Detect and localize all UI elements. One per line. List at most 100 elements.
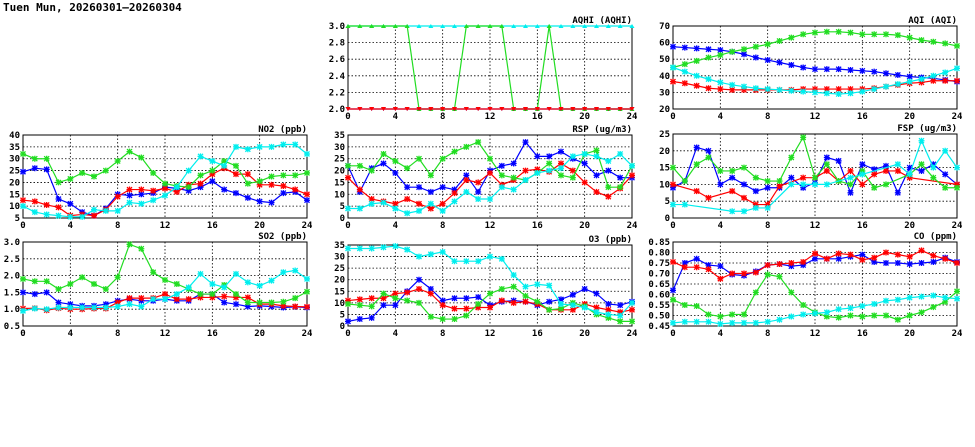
data-point bbox=[233, 171, 239, 178]
data-point bbox=[197, 172, 204, 179]
data-point bbox=[404, 289, 411, 296]
data-point bbox=[835, 250, 842, 257]
data-point bbox=[605, 167, 612, 174]
data-point bbox=[729, 86, 736, 93]
data-point bbox=[717, 320, 724, 327]
data-point bbox=[126, 148, 133, 155]
data-point bbox=[705, 194, 712, 201]
x-tick-label: 24 bbox=[952, 112, 963, 122]
x-tick-label: 20 bbox=[579, 112, 590, 122]
data-point bbox=[594, 24, 599, 28]
data-point bbox=[670, 181, 676, 188]
data-point bbox=[427, 172, 434, 179]
data-point bbox=[67, 304, 74, 311]
data-point bbox=[534, 298, 541, 305]
data-point bbox=[546, 167, 553, 174]
data-point bbox=[20, 168, 26, 175]
data-point bbox=[368, 314, 375, 321]
data-point bbox=[629, 299, 635, 306]
data-point bbox=[487, 290, 493, 297]
data-point bbox=[558, 107, 564, 111]
x-tick-label: 12 bbox=[810, 221, 821, 231]
data-point bbox=[717, 47, 724, 54]
y-tick-label: 5 bbox=[340, 202, 345, 212]
data-point bbox=[823, 161, 830, 168]
y-tick-label: 25 bbox=[659, 130, 670, 140]
y-tick-label: 35 bbox=[334, 241, 345, 251]
chart-fsp: 0 5 10 15 20 25 0 4 8 12 16 20 24 FSP (ug/m3) bbox=[659, 124, 963, 231]
data-point bbox=[31, 155, 38, 162]
data-point bbox=[871, 258, 878, 265]
data-point bbox=[823, 309, 830, 316]
y-tick-label: 1.0 bbox=[4, 305, 20, 315]
data-point bbox=[835, 255, 842, 262]
data-point bbox=[670, 258, 676, 265]
data-point bbox=[717, 167, 724, 174]
data-point bbox=[197, 294, 204, 301]
series-s4 bbox=[20, 267, 310, 314]
data-point bbox=[930, 252, 937, 259]
data-point bbox=[605, 184, 612, 191]
data-point bbox=[859, 171, 866, 178]
data-point bbox=[871, 171, 878, 178]
data-point bbox=[883, 70, 889, 77]
data-point bbox=[522, 292, 529, 299]
data-point bbox=[345, 297, 351, 304]
data-point bbox=[427, 313, 434, 320]
data-point bbox=[617, 312, 624, 319]
data-point bbox=[256, 282, 263, 289]
data-point bbox=[569, 153, 576, 160]
data-point bbox=[729, 167, 736, 174]
data-point bbox=[741, 51, 747, 58]
data-point bbox=[894, 81, 901, 88]
y-tick-label: 15 bbox=[334, 178, 345, 188]
data-point bbox=[451, 295, 458, 302]
data-point bbox=[292, 186, 299, 193]
data-point bbox=[705, 76, 712, 83]
data-point bbox=[416, 207, 422, 214]
data-point bbox=[114, 274, 121, 281]
data-point bbox=[800, 311, 807, 318]
data-point bbox=[717, 263, 724, 270]
data-point bbox=[392, 200, 399, 207]
y-tick-label: 15 bbox=[334, 287, 345, 297]
data-point bbox=[741, 86, 747, 93]
data-point bbox=[823, 255, 830, 262]
data-point bbox=[871, 68, 878, 75]
data-point bbox=[788, 263, 795, 270]
data-point bbox=[847, 174, 854, 181]
data-point bbox=[67, 200, 74, 207]
x-tick-label: 0 bbox=[20, 329, 25, 339]
data-point bbox=[847, 90, 854, 97]
x-tick-label: 4 bbox=[718, 221, 724, 231]
data-point bbox=[729, 311, 736, 318]
data-point bbox=[788, 289, 795, 296]
data-point bbox=[427, 251, 434, 258]
y-tick-label: 3.0 bbox=[329, 22, 345, 32]
data-point bbox=[356, 245, 363, 252]
data-point bbox=[138, 154, 145, 161]
data-point bbox=[764, 318, 771, 325]
data-point bbox=[582, 24, 588, 28]
data-point bbox=[280, 182, 287, 189]
data-point bbox=[43, 155, 50, 162]
data-point bbox=[475, 196, 482, 203]
data-point bbox=[451, 190, 458, 197]
chart-title: AQI (AQI) bbox=[908, 16, 957, 26]
data-point bbox=[138, 245, 145, 252]
data-point bbox=[741, 311, 747, 318]
data-point bbox=[380, 160, 387, 167]
data-point bbox=[345, 24, 351, 28]
data-point bbox=[463, 295, 470, 302]
data-point bbox=[605, 24, 611, 28]
data-point bbox=[729, 174, 736, 181]
series-s4 bbox=[345, 243, 635, 319]
y-tick-label: 0.60 bbox=[648, 291, 670, 301]
data-point bbox=[91, 281, 97, 287]
y-tick-label: 10 bbox=[334, 190, 345, 200]
data-point bbox=[369, 24, 375, 28]
data-point bbox=[835, 28, 842, 35]
data-point bbox=[381, 24, 386, 28]
x-tick-label: 20 bbox=[904, 329, 915, 339]
data-point bbox=[823, 154, 830, 161]
